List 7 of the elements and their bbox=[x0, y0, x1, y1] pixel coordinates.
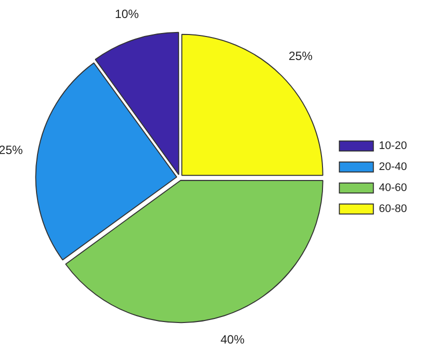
legend-label: 20-40 bbox=[378, 161, 408, 174]
legend-label: 10-20 bbox=[378, 140, 408, 152]
data-label: 40% bbox=[220, 332, 245, 346]
legend-label: 40-60 bbox=[378, 182, 408, 194]
legend-label: 60-80 bbox=[378, 203, 408, 216]
data-label: 25% bbox=[288, 48, 313, 63]
data-label: 10% bbox=[114, 7, 140, 22]
